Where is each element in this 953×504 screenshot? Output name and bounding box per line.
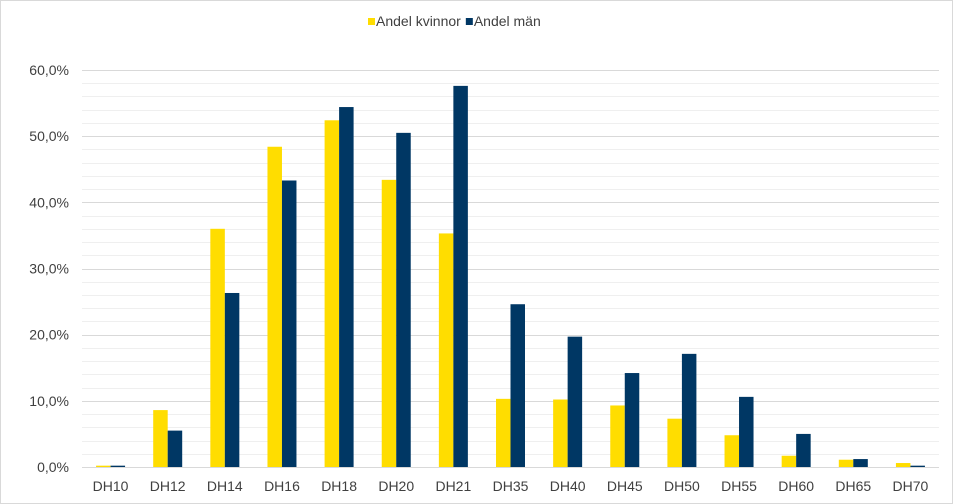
bars (96, 85, 925, 467)
y-tick-label: 10,0% (29, 393, 69, 409)
x-tick-label: DH12 (150, 478, 186, 494)
x-tick-label: DH35 (493, 478, 529, 494)
bar-kvinnor-DH60 (781, 455, 797, 467)
x-tick-label: DH21 (435, 478, 471, 494)
bar-kvinnor-DH40 (553, 399, 568, 467)
y-tick-label: 60,0% (29, 62, 69, 78)
bar-man-DH21 (453, 85, 468, 467)
y-tick-label: 30,0% (29, 261, 69, 277)
x-tick-label: DH14 (207, 478, 243, 494)
bar-man-DH18 (339, 107, 354, 467)
x-tick-label: DH10 (93, 478, 129, 494)
bar-kvinnor-DH16 (267, 146, 282, 467)
bar-man-DH60 (796, 433, 811, 467)
bar-man-DH45 (624, 373, 640, 467)
bar-man-DH12 (167, 430, 183, 467)
bar-kvinnor-DH12 (153, 410, 168, 467)
bar-man-DH16 (281, 180, 297, 467)
x-tick-label: DH65 (835, 478, 871, 494)
bar-kvinnor-DH14 (210, 228, 225, 467)
bar-kvinnor-DH18 (324, 120, 340, 467)
y-tick-label: 40,0% (29, 194, 69, 210)
bar-kvinnor-DH55 (724, 435, 740, 467)
bar-kvinnor-DH45 (610, 405, 625, 467)
x-tick-label: DH16 (264, 478, 300, 494)
y-tick-label: 50,0% (29, 128, 69, 144)
legend-label: Andel män (474, 13, 541, 29)
bar-man-DH35 (510, 304, 525, 467)
x-tick-label: DH20 (378, 478, 414, 494)
bar-man-DH65 (853, 459, 868, 467)
bar-man-DH20 (396, 132, 411, 467)
x-axis-tick-labels: DH10 DH12 DH14 DH16 DH18 DH20 DH21 DH35 DH40 DH45… (93, 478, 929, 494)
y-tick-label: 20,0% (29, 327, 69, 343)
bar-kvinnor-DH65 (838, 459, 854, 467)
y-tick-label: 0,0% (37, 459, 69, 475)
bar-man-DH14 (224, 292, 240, 467)
y-axis-tick-labels: 0,0% 10,0% 20,0% 30,0% 40,0% 50,0% 60,0% (29, 62, 69, 475)
bar-kvinnor-DH35 (496, 398, 511, 467)
bar-kvinnor-DH70 (895, 463, 911, 467)
bar-kvinnor-DH21 (438, 233, 454, 467)
x-tick-label: DH70 (893, 478, 929, 494)
x-tick-label: DH45 (607, 478, 643, 494)
x-tick-label: DH60 (778, 478, 814, 494)
legend-swatch (368, 18, 375, 25)
x-tick-label: DH55 (721, 478, 757, 494)
bar-man-DH40 (567, 336, 583, 467)
bar-man-DH55 (739, 396, 754, 467)
legend-swatch (465, 18, 473, 25)
bar-man-DH70 (910, 465, 925, 467)
legend: Andel kvinnor Andel män (368, 13, 541, 29)
bar-kvinnor-DH20 (381, 179, 397, 467)
x-tick-label: DH40 (550, 478, 586, 494)
bar-man-DH50 (681, 353, 697, 467)
x-tick-label: DH18 (321, 478, 357, 494)
bar-kvinnor-DH10 (96, 465, 111, 467)
x-tick-label: DH50 (664, 478, 700, 494)
bar-man-DH10 (110, 465, 126, 467)
bar-kvinnor-DH50 (667, 418, 682, 467)
legend-label: Andel kvinnor (376, 13, 461, 29)
